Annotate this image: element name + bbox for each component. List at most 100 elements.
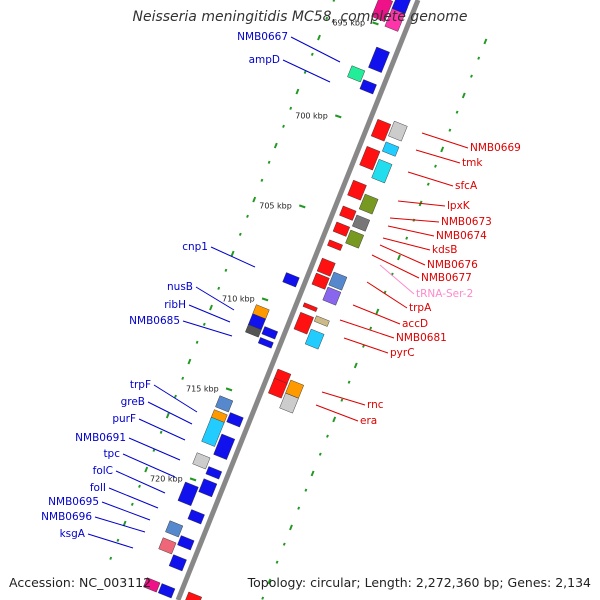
label-leader: [282, 59, 331, 83]
gene-block: [359, 79, 377, 95]
gene-block: [304, 328, 325, 350]
label-leader: [379, 244, 426, 266]
gene-block: [347, 179, 367, 201]
gc-tick: [375, 308, 380, 315]
accession-text: Accession: NC_003112: [9, 575, 152, 590]
gene-block: [198, 478, 218, 498]
label-leader: [371, 254, 420, 279]
gene-block: [165, 520, 184, 538]
gc-tick: [165, 412, 170, 419]
label-leader: [122, 453, 176, 478]
gene-label-right: trpA: [409, 302, 432, 314]
gene-label-left: NMB0667: [237, 31, 288, 43]
gene-label-right: tmk: [462, 157, 483, 169]
label-leader: [128, 437, 181, 461]
ruler-tick: [225, 387, 233, 392]
gene-label-right: NMB0681: [396, 332, 447, 344]
gene-block: [226, 412, 244, 428]
gc-tick: [195, 340, 199, 344]
gene-label-right: era: [360, 415, 377, 427]
gene-label-left: trpF: [130, 379, 151, 391]
gene-block: [245, 324, 262, 338]
gc-tick: [332, 416, 337, 423]
map-title: Neisseria meningitidis MC58, complete ge…: [132, 9, 468, 25]
gene-label-right: NMB0674: [436, 230, 487, 242]
gene-block: [359, 146, 381, 171]
gene-label-right: lpxK: [447, 200, 471, 212]
gene-label-left: NMB0685: [129, 315, 180, 327]
gene-label-left: greB: [121, 396, 145, 408]
gc-tick: [426, 182, 430, 186]
gc-tick: [159, 430, 163, 434]
gc-tick: [483, 38, 488, 45]
gene-block: [316, 257, 336, 277]
gene-block: [201, 416, 225, 447]
gc-tick: [369, 326, 373, 330]
gene-label-left: ksgA: [60, 528, 86, 540]
gene-label-right: NMB0677: [421, 272, 472, 284]
gene-label-left: cnp1: [182, 241, 208, 253]
gene-label-right: kdsB: [432, 244, 457, 256]
label-leader: [182, 320, 233, 337]
gene-block: [302, 302, 318, 312]
ruler-label: 700 kbp: [295, 111, 328, 120]
gc-tick: [267, 160, 271, 164]
gc-tick: [397, 254, 401, 261]
gene-block: [388, 120, 408, 142]
label-leader: [379, 264, 415, 295]
gc-tick: [477, 56, 481, 60]
gc-tick: [362, 344, 365, 348]
gene-block: [352, 214, 371, 232]
gene-block: [322, 286, 342, 306]
label-leader: [389, 217, 440, 223]
gc-tick: [224, 268, 228, 272]
gene-block: [213, 433, 236, 460]
label-leader: [315, 404, 359, 422]
ruler-tick: [189, 477, 197, 482]
gc-tick: [325, 16, 329, 20]
gc-tick: [144, 466, 149, 473]
gene-label-right: NMB0669: [470, 142, 521, 154]
gc-tick: [273, 142, 278, 149]
label-leader: [101, 501, 151, 521]
gc-tick: [304, 488, 308, 492]
gc-tick: [405, 236, 409, 240]
gc-tick: [187, 358, 192, 365]
gc-tick: [317, 34, 321, 41]
gene-block: [345, 229, 365, 249]
gc-tick: [202, 322, 206, 326]
label-leader: [210, 246, 256, 268]
ruler-tick: [261, 297, 269, 302]
label-leader: [321, 391, 366, 406]
gc-tick: [267, 578, 272, 585]
label-leader: [153, 384, 198, 413]
gc-tick: [448, 128, 452, 132]
ruler: 695 kbp 700 kbp 705 kbp 710 kbp 715 kbp 720 k…: [150, 18, 379, 483]
gene-block: [368, 46, 390, 73]
gene-block: [358, 193, 379, 215]
gc-tick: [310, 470, 315, 477]
gc-tick: [109, 556, 113, 560]
gc-tick: [318, 452, 322, 456]
gene-block: [293, 311, 314, 335]
gene-label-right: accD: [402, 318, 428, 330]
gc-tick: [261, 596, 265, 600]
gene-label-left: NMB0691: [75, 432, 126, 444]
gene-label-left: folI: [90, 482, 106, 494]
ruler-label: 695 kbp: [332, 18, 365, 27]
gc-skew-track-left: [109, 0, 336, 560]
gene-block: [157, 583, 176, 599]
gene-block: [205, 466, 223, 480]
gene-label-right: NMB0673: [441, 216, 492, 228]
gene-block: [328, 271, 348, 291]
ruler-label: 720 kbp: [150, 474, 183, 483]
gc-tick: [130, 502, 134, 506]
gc-tick: [303, 70, 307, 74]
gene-block: [327, 239, 343, 251]
label-leader: [138, 418, 186, 441]
gene-block: [184, 591, 203, 600]
gene-block: [268, 377, 288, 399]
gc-tick: [461, 92, 466, 99]
gene-block: [382, 141, 400, 157]
